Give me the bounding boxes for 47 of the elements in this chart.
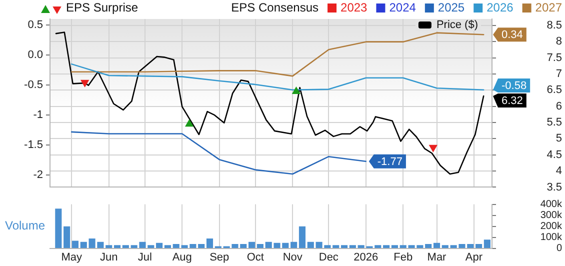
y2-tick-label: 6	[556, 100, 562, 112]
y-tick-label: -0.5	[24, 79, 43, 92]
data-label: 0.34	[502, 29, 523, 42]
y2-tick-label: 8.5	[546, 20, 562, 32]
y2-tick-label: 5	[556, 132, 562, 145]
data-label: -0.58	[502, 80, 527, 92]
x-tick-label: May	[61, 251, 83, 264]
x-tick-label: Nov	[282, 251, 303, 264]
y-tick-label: -1.5	[24, 139, 43, 152]
y-tick-label: 0	[556, 243, 562, 254]
x-tick-label: Dec	[318, 251, 339, 264]
y2-tick-label: 4	[556, 165, 562, 178]
legend-label: Price ($)	[436, 19, 478, 32]
y2-tick-label: 7.5	[546, 52, 562, 64]
y2-tick-label: 6.5	[546, 84, 562, 96]
legend-label: 2023	[340, 0, 368, 14]
data-label: -1.77	[377, 156, 402, 168]
legend-label: EPS Surprise	[66, 0, 138, 14]
legend-label: 2025	[438, 0, 465, 14]
text: Volume	[5, 218, 46, 233]
y2-tick-label: 4.5	[546, 148, 562, 161]
legend-label: 2026	[486, 0, 514, 14]
y-tick-label: -2	[33, 169, 43, 182]
y2-tick-label: 8	[556, 36, 562, 48]
data-label: 6.32	[502, 94, 523, 107]
x-tick-label: Oct	[246, 251, 264, 264]
x-tick-label: Feb	[394, 251, 413, 264]
legend-title: EPS Consensus	[231, 0, 319, 14]
legend-label: 2027	[535, 0, 562, 14]
legend-label: 2024	[389, 0, 416, 14]
y-tick-label: 100k	[540, 232, 563, 244]
y-tick-label: 200k	[540, 221, 563, 232]
x-tick-label: Jul	[138, 251, 152, 264]
x-tick-label: Aug	[172, 251, 192, 264]
y-tick-label: 400k	[540, 199, 563, 210]
x-tick-label: Sep	[210, 251, 230, 264]
x-tick-label: Mar	[427, 251, 447, 264]
x-tick-label: Jun	[100, 251, 118, 264]
y-tick-label: 300k	[540, 210, 563, 222]
y-tick-label: -1	[33, 109, 43, 122]
y-tick-label: 0.5	[28, 19, 43, 32]
x-tick-label: 2026	[354, 251, 378, 264]
y-tick-label: 0.0	[28, 49, 43, 62]
y2-tick-label: 5.5	[546, 116, 562, 129]
y2-tick-label: 7	[556, 68, 562, 80]
x-tick-label: Apr	[465, 251, 483, 264]
y2-tick-label: 3.5	[546, 181, 562, 194]
